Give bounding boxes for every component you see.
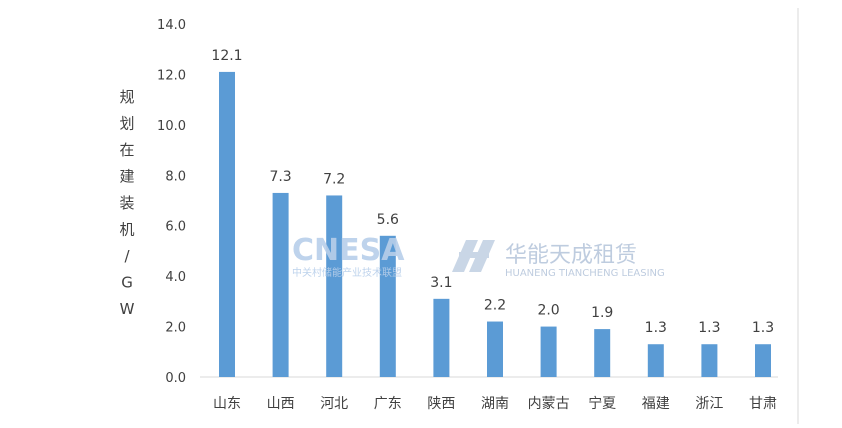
y-axis-label-char: / — [124, 247, 130, 265]
data-label: 1.3 — [645, 320, 667, 336]
huaneng-watermark: 华能天成租赁 HUANENG TIANCHENG LEASING — [452, 240, 665, 279]
category-label: 甘肃 — [749, 396, 777, 412]
cnesa-watermark: CNESA 中关村储能产业技术联盟 — [292, 233, 405, 279]
data-label: 1.3 — [752, 320, 774, 336]
y-tick-label: 8.0 — [165, 169, 186, 184]
y-axis-label-char: 机 — [119, 221, 134, 239]
category-label: 广东 — [374, 396, 402, 412]
y-tick-label: 14.0 — [157, 18, 186, 33]
category-label: 内蒙古 — [528, 396, 570, 412]
data-label: 1.9 — [591, 305, 613, 321]
category-label: 湖南 — [481, 396, 509, 412]
data-labels: 12.1 7.3 7.2 5.6 3.1 2.2 2.0 1.9 1.3 1.3 1.3 — [211, 48, 774, 336]
bar — [379, 235, 396, 377]
y-tick-label: 10.0 — [157, 119, 186, 134]
y-axis-label-char: 在 — [119, 141, 134, 159]
y-axis: 0.0 2.0 4.0 6.0 8.0 10.0 12.0 14.0 — [157, 18, 186, 386]
data-label: 2.2 — [484, 298, 506, 314]
category-label: 陕西 — [427, 396, 455, 412]
category-label: 山东 — [213, 396, 241, 412]
y-tick-label: 12.0 — [157, 68, 186, 83]
y-axis-label-char: 建 — [119, 168, 134, 186]
huaneng-watermark-subtext: HUANENG TIANCHENG LEASING — [505, 268, 665, 279]
huaneng-logo-icon — [452, 240, 495, 272]
category-label: 宁夏 — [588, 395, 616, 412]
y-axis-label-char: 规 — [119, 88, 134, 106]
category-labels: 山东 山西 河北 广东 陕西 湖南 内蒙古 宁夏 福建 浙江 甘肃 — [213, 395, 777, 412]
data-label: 7.2 — [323, 171, 345, 187]
bar — [487, 321, 503, 377]
huaneng-watermark-text: 华能天成租赁 — [505, 243, 637, 268]
y-tick-label: 0.0 — [165, 371, 186, 386]
data-label: 5.6 — [377, 212, 399, 228]
bar — [219, 71, 235, 378]
bar — [701, 344, 718, 377]
category-label: 河北 — [320, 396, 348, 412]
data-label: 12.1 — [211, 48, 242, 64]
data-label: 7.3 — [269, 169, 291, 185]
bar — [540, 326, 557, 377]
y-axis-label-char: G — [121, 274, 133, 292]
bar — [326, 195, 343, 377]
data-label: 2.0 — [537, 303, 559, 319]
cnesa-watermark-subtext: 中关村储能产业技术联盟 — [292, 266, 402, 279]
cnesa-watermark-text: CNESA — [292, 233, 405, 268]
y-tick-label: 2.0 — [165, 321, 186, 336]
data-label: 1.3 — [698, 320, 720, 336]
data-label: 3.1 — [430, 275, 452, 291]
category-label: 山西 — [267, 396, 295, 412]
category-label: 浙江 — [695, 396, 723, 412]
bar — [647, 344, 664, 377]
y-axis-label-char: 划 — [119, 115, 134, 133]
y-tick-label: 6.0 — [165, 220, 186, 235]
bar — [755, 344, 771, 377]
y-axis-label-char: 装 — [119, 194, 134, 212]
bars — [219, 71, 771, 378]
y-tick-label: 4.0 — [165, 270, 186, 285]
y-axis-label-char: W — [120, 300, 135, 318]
category-label: 福建 — [642, 396, 670, 412]
bar — [594, 329, 611, 377]
bar — [433, 298, 450, 377]
bar — [272, 192, 289, 377]
